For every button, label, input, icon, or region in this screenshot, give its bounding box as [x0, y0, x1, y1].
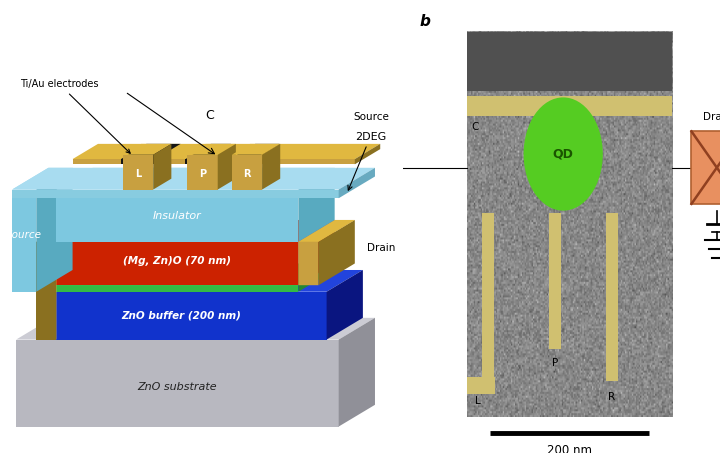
Polygon shape: [186, 159, 206, 164]
Polygon shape: [56, 220, 335, 242]
Text: P: P: [199, 169, 206, 179]
Bar: [467, 96, 672, 116]
Polygon shape: [123, 144, 171, 155]
FancyBboxPatch shape: [691, 131, 720, 204]
Polygon shape: [56, 285, 298, 292]
Bar: [467, 32, 672, 417]
Polygon shape: [298, 264, 335, 292]
Polygon shape: [153, 144, 171, 189]
Text: Drain: Drain: [703, 112, 720, 122]
Polygon shape: [262, 144, 280, 189]
Polygon shape: [12, 189, 338, 198]
Polygon shape: [56, 242, 298, 285]
Polygon shape: [187, 155, 217, 189]
Polygon shape: [186, 144, 231, 159]
Polygon shape: [73, 144, 380, 159]
Polygon shape: [318, 220, 355, 285]
Polygon shape: [36, 242, 56, 340]
Text: C: C: [205, 109, 214, 122]
Polygon shape: [36, 220, 93, 242]
Text: L: L: [135, 169, 141, 179]
Text: QD: QD: [553, 148, 574, 160]
Polygon shape: [123, 155, 153, 189]
Polygon shape: [606, 213, 618, 381]
Polygon shape: [298, 168, 335, 242]
Text: L: L: [474, 396, 480, 406]
Polygon shape: [187, 144, 236, 155]
Polygon shape: [73, 159, 355, 164]
Polygon shape: [232, 155, 262, 189]
Polygon shape: [217, 144, 236, 189]
Bar: [467, 32, 672, 91]
Text: Ti/Au electrodes: Ti/Au electrodes: [20, 79, 130, 153]
FancyBboxPatch shape: [346, 131, 397, 204]
Polygon shape: [12, 168, 375, 189]
Text: Insulator: Insulator: [153, 211, 202, 221]
Text: Source: Source: [6, 230, 42, 240]
Text: P: P: [552, 358, 558, 368]
Polygon shape: [56, 189, 298, 242]
Polygon shape: [327, 270, 363, 340]
Text: ZnO substrate: ZnO substrate: [138, 382, 217, 392]
Polygon shape: [121, 159, 156, 164]
Polygon shape: [467, 377, 495, 394]
Polygon shape: [355, 144, 380, 164]
Polygon shape: [36, 270, 363, 292]
Polygon shape: [12, 189, 36, 292]
Polygon shape: [298, 220, 335, 285]
Polygon shape: [36, 220, 93, 340]
Polygon shape: [36, 292, 327, 340]
Text: Source: Source: [354, 112, 390, 122]
Polygon shape: [12, 168, 73, 189]
Polygon shape: [482, 213, 495, 381]
Polygon shape: [338, 168, 375, 198]
Polygon shape: [298, 220, 355, 242]
Text: ZnO buffer (200 nm): ZnO buffer (200 nm): [122, 311, 241, 321]
Text: 200 nm: 200 nm: [547, 444, 592, 453]
Polygon shape: [56, 264, 335, 285]
Polygon shape: [56, 168, 335, 189]
Polygon shape: [338, 318, 375, 427]
Text: R: R: [243, 169, 251, 179]
Polygon shape: [121, 144, 181, 159]
Circle shape: [523, 97, 603, 211]
Text: 2DEG: 2DEG: [348, 131, 386, 190]
Polygon shape: [36, 168, 73, 292]
Polygon shape: [230, 159, 254, 164]
Polygon shape: [232, 144, 280, 155]
Text: b: b: [419, 14, 430, 29]
Text: R: R: [608, 392, 616, 402]
Polygon shape: [16, 318, 375, 340]
Text: C: C: [472, 122, 479, 132]
Polygon shape: [549, 213, 561, 349]
Polygon shape: [16, 340, 338, 427]
Polygon shape: [298, 220, 355, 285]
Text: Drain: Drain: [367, 243, 395, 253]
Text: (Mg, Zn)O (70 nm): (Mg, Zn)O (70 nm): [123, 256, 231, 266]
Polygon shape: [230, 144, 279, 159]
